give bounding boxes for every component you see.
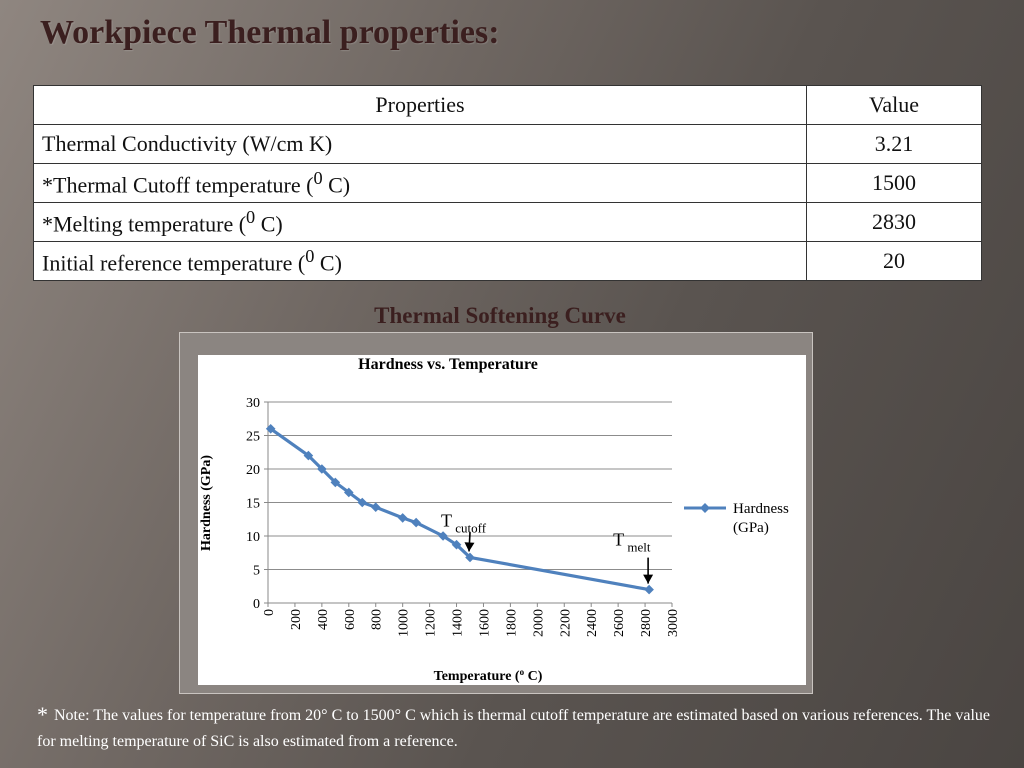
property-name: Thermal Conductivity (W/cm K) — [33, 124, 807, 164]
x-tick-label: 1800 — [504, 609, 519, 637]
slide-title: Workpiece Thermal properties: — [40, 14, 500, 51]
x-tick-label: 800 — [370, 609, 385, 630]
x-axis-degree: o — [520, 667, 525, 677]
annotation-label: T melt — [613, 530, 651, 555]
data-point — [303, 450, 314, 461]
property-value: 2830 — [806, 202, 982, 242]
y-tick-label: 5 — [253, 564, 260, 579]
x-tick-label: 2200 — [558, 609, 573, 637]
data-point — [344, 487, 354, 498]
degree-superscript: 0 — [246, 206, 256, 227]
y-tick-label: 20 — [246, 463, 260, 478]
property-value: 1500 — [806, 163, 982, 203]
legend: Hardness (GPa) — [684, 501, 789, 536]
hardness-chart: Hardness vs. Temperature 0 5 10 15 20 25 30 0 2… — [199, 356, 789, 684]
x-tick-label: 2000 — [531, 609, 546, 637]
x-tick-label: 400 — [316, 609, 331, 630]
chart-title: Hardness vs. Temperature — [358, 356, 538, 373]
table-row: *Melting temperature (0 C) 2830 — [33, 202, 982, 242]
y-tick-labels: 0 5 10 15 20 25 30 — [246, 396, 260, 612]
property-value: 20 — [806, 241, 982, 281]
property-text: *Thermal Cutoff temperature ( — [42, 172, 314, 198]
x-tick-label: 0 — [262, 609, 277, 616]
legend-label: (GPa) — [733, 520, 769, 536]
property-unit: C) — [314, 250, 342, 276]
property-text: *Melting temperature ( — [42, 211, 247, 237]
y-tick-label: 30 — [246, 396, 260, 411]
property-unit: C) — [322, 172, 351, 198]
x-tick-label: 3000 — [666, 609, 681, 637]
property-text: Initial reference temperature ( — [42, 250, 306, 276]
x-tick-label: 600 — [343, 609, 358, 630]
property-value: 3.21 — [806, 124, 982, 164]
chart-area: Hardness vs. Temperature 0 5 10 15 20 25 30 0 2… — [198, 355, 806, 685]
degree-superscript: 0 — [313, 167, 323, 188]
y-tick-label: 10 — [246, 530, 260, 545]
annotation-label: T cutoff — [441, 510, 487, 535]
table-row: *Thermal Cutoff temperature (0 C) 1500 — [33, 163, 982, 203]
properties-table: Properties Value Thermal Conductivity (W… — [33, 85, 982, 281]
x-tick-label: 2800 — [639, 609, 654, 637]
y-tick-label: 15 — [246, 497, 260, 512]
annotation-arrowhead — [464, 542, 475, 552]
footnote-star: * — [37, 702, 48, 727]
legend-marker — [700, 503, 710, 513]
y-tick-label: 25 — [246, 430, 260, 445]
x-tick-label: 1000 — [397, 609, 412, 637]
x-axis-label-text: Temperature ( — [434, 669, 520, 684]
series-line — [269, 427, 650, 592]
header-value: Value — [806, 85, 982, 125]
series-layer — [265, 424, 654, 595]
data-point — [465, 552, 475, 563]
property-name: Initial reference temperature (0 C) — [33, 241, 807, 281]
y-tick-label: 0 — [253, 597, 260, 612]
legend-label: Hardness — [733, 501, 789, 517]
x-tick-labels: 0 200 400 600 800 1000 1200 1400 1600 1800 2000 220… — [262, 609, 681, 637]
annotation-sub: cutoff — [452, 520, 487, 535]
data-point — [357, 497, 368, 508]
data-point — [451, 539, 462, 550]
annotation-arrowhead — [643, 574, 654, 584]
property-name: *Melting temperature (0 C) — [33, 202, 807, 242]
y-axis-label: Hardness (GPa) — [199, 455, 214, 551]
table-row: Thermal Conductivity (W/cm K) 3.21 — [33, 124, 982, 164]
annotation-main: T — [441, 510, 452, 530]
gridlines — [268, 401, 672, 570]
x-tick-label: 200 — [289, 609, 304, 630]
x-tick-label: 2400 — [585, 609, 600, 637]
property-unit: C) — [255, 211, 283, 237]
x-tick-label: 1200 — [424, 609, 439, 637]
degree-superscript: 0 — [305, 245, 315, 266]
data-point — [317, 464, 327, 474]
data-point — [370, 502, 381, 512]
data-point — [411, 517, 421, 528]
data-point — [397, 513, 408, 523]
table-header-row: Properties Value — [33, 85, 982, 125]
x-tick-label: 1600 — [477, 609, 492, 637]
x-axis-label: Temperature (o C) — [434, 667, 543, 684]
annotation-sub: melt — [624, 540, 651, 555]
axes — [264, 401, 673, 607]
annotation-main: T — [613, 530, 624, 550]
footnote: * Note: The values for temperature from 2… — [37, 702, 997, 755]
x-tick-label: 1400 — [451, 609, 466, 637]
footnote-text: Note: The values for temperature from 20… — [37, 707, 991, 750]
data-point — [644, 584, 654, 595]
property-name: *Thermal Cutoff temperature (0 C) — [33, 163, 807, 203]
x-tick-label: 2600 — [612, 609, 627, 637]
section-title: Thermal Softening Curve — [374, 303, 626, 328]
header-properties: Properties — [33, 85, 807, 125]
table-row: Initial reference temperature (0 C) 20 — [33, 241, 982, 281]
x-axis-unit: C) — [524, 669, 543, 684]
